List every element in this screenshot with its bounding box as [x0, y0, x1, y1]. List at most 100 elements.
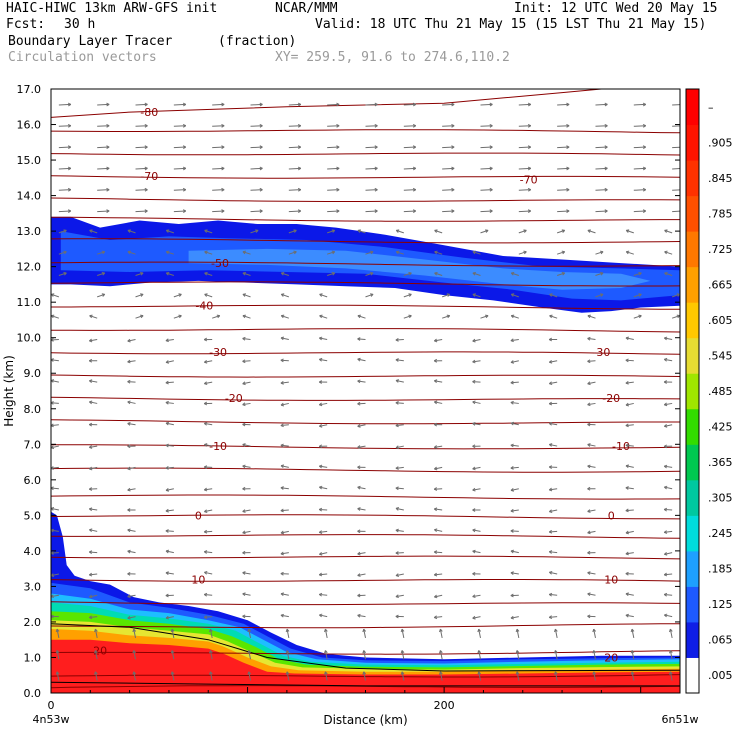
circulation-vector-head	[144, 209, 148, 213]
temp-contour	[51, 238, 680, 244]
circulation-vector-head	[669, 650, 673, 654]
circulation-vector	[442, 167, 455, 170]
circulation-vector-head	[297, 145, 302, 150]
temp-contour	[51, 494, 680, 500]
circulation-vector-head	[127, 338, 131, 343]
circulation-vector	[51, 315, 60, 319]
circulation-vector-head	[472, 271, 476, 276]
circulation-vector	[516, 629, 520, 639]
circulation-vector-head	[604, 166, 608, 171]
circulation-vector	[319, 530, 328, 533]
circulation-vector	[171, 671, 175, 681]
colorbar-label: .125	[708, 598, 733, 611]
circulation-vector-head	[242, 443, 246, 447]
circulation-vector	[51, 529, 59, 532]
circulation-vector-head	[204, 293, 208, 297]
contour-label: -30	[209, 346, 227, 359]
circulation-vector	[165, 338, 174, 342]
colorbar-label: .305	[708, 492, 733, 505]
colorbar-swatch	[686, 515, 699, 552]
circulation-vector-head	[642, 209, 647, 213]
circulation-vector-head	[106, 187, 110, 192]
circulation-vector-head	[127, 571, 131, 576]
circulation-vector	[242, 360, 251, 362]
circulation-vector	[89, 594, 98, 598]
circulation-vector	[625, 444, 634, 447]
temp-contour	[51, 216, 680, 222]
circulation-vector	[510, 616, 519, 619]
circulation-vector	[319, 614, 328, 618]
colorbar-label: –	[708, 101, 714, 114]
circulation-vector	[625, 530, 634, 534]
circulation-vector-head	[625, 423, 629, 428]
circulation-vector-head	[318, 336, 323, 341]
circulation-vector-head	[433, 507, 438, 512]
circulation-vector-head	[336, 187, 340, 192]
circulation-vector-head	[127, 466, 131, 471]
circulation-vector-head	[165, 571, 169, 575]
circulation-vector-head	[106, 102, 110, 107]
circulation-vector	[664, 552, 673, 555]
circulation-vector-head	[319, 293, 323, 297]
circulation-vector	[97, 272, 105, 277]
circulation-vector-head	[451, 123, 455, 128]
circulation-vector-head	[203, 592, 208, 597]
circulation-vector	[165, 381, 174, 384]
temp-contour	[51, 129, 680, 134]
circulation-vector-head	[548, 550, 553, 554]
plot-axes: 0.0 1.0 2.0 3.0 4.0 5.0 6.0 7.0 8.0 9.0 10.0 11.0 12…	[2, 83, 698, 727]
circulation-vector-head	[663, 507, 668, 512]
circulation-vector	[395, 445, 404, 449]
circulation-vector-head	[336, 102, 340, 107]
circulation-vector-head	[144, 123, 148, 128]
circulation-vector	[173, 167, 186, 170]
circulation-vector-head	[88, 445, 93, 449]
upper-tracer-band-core	[188, 248, 651, 290]
circulation-vector	[395, 529, 404, 532]
circulation-vector-head	[89, 229, 93, 233]
circulation-vector-head	[357, 593, 361, 598]
circulation-vector-head	[324, 628, 328, 633]
org-label: NCAR/MMM	[275, 1, 338, 16]
circulation-vector-head	[280, 443, 284, 448]
contour-label: -50	[211, 257, 229, 270]
circulation-vector-head	[549, 293, 553, 297]
circulation-vector-head	[625, 486, 629, 490]
circulation-vector	[357, 508, 366, 511]
temp-contour	[51, 419, 680, 425]
circulation-vector	[434, 616, 443, 619]
circulation-vector-head	[451, 166, 455, 171]
circulation-vector-head	[548, 592, 553, 597]
circulation-vector-head	[630, 628, 635, 633]
circulation-vector-head	[362, 628, 367, 633]
circulation-vector	[472, 338, 481, 342]
circulation-vector	[554, 650, 558, 660]
circulation-vector	[625, 424, 634, 427]
circulation-vector-head	[566, 209, 570, 213]
circulation-vector	[250, 210, 263, 213]
circulation-vector	[365, 167, 378, 170]
circulation-vector-head	[489, 102, 493, 107]
colorbar-swatch	[686, 408, 699, 445]
circulation-vector-head	[242, 422, 246, 427]
circulation-vector	[472, 360, 481, 363]
circulation-vector-head	[203, 550, 208, 554]
circulation-vector-head	[203, 401, 208, 406]
circulation-vector-head	[63, 271, 67, 276]
circulation-vector-head	[140, 271, 144, 276]
circulation-vector-head	[247, 628, 252, 633]
circulation-vector	[595, 293, 604, 298]
circulation-vector	[319, 573, 328, 576]
circulation-vector-head	[280, 592, 285, 597]
circulation-vector-head	[604, 102, 608, 107]
circulation-vector	[365, 146, 378, 149]
circulation-vector	[516, 671, 520, 681]
circulation-vector-head	[412, 209, 417, 213]
circulation-vector	[625, 337, 634, 340]
circulation-vector-head	[165, 360, 170, 364]
colorbar: .005 .065 .125 .185 .245 .305 .365 .425 .485 .545…	[685, 88, 733, 694]
circulation-vector-head	[561, 250, 566, 255]
circulation-vector	[280, 552, 289, 555]
circulation-vector-head	[663, 444, 668, 449]
circulation-vector	[286, 650, 290, 660]
